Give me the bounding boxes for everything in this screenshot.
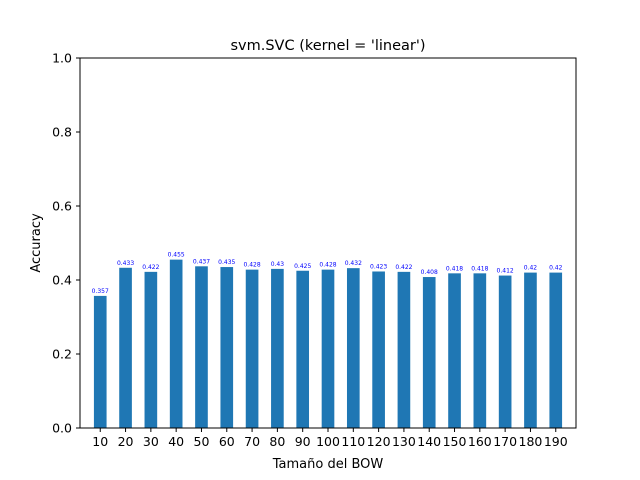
bar	[422, 277, 436, 428]
y-tick-label: 0.0	[52, 421, 72, 436]
data-label: 0.433	[117, 260, 134, 267]
x-tick-label: 50	[194, 434, 210, 449]
bar	[321, 269, 335, 428]
chart-title: svm.SVC (kernel = 'linear')	[230, 38, 425, 54]
bar	[169, 259, 183, 428]
y-tick-label: 0.4	[52, 273, 72, 288]
data-label: 0.423	[370, 263, 387, 270]
y-axis-label: Accuracy	[29, 213, 44, 273]
x-tick-label: 20	[118, 434, 134, 449]
data-label: 0.418	[446, 265, 463, 272]
data-label: 0.455	[168, 252, 185, 259]
bar	[549, 272, 563, 428]
y-axis: 0.0 0.2 0.4 0.6 0.8 1.0	[52, 51, 80, 436]
bar	[93, 295, 107, 428]
bar	[144, 271, 158, 428]
data-label: 0.428	[319, 262, 336, 269]
bar	[119, 267, 132, 428]
x-tick-label: 90	[295, 434, 311, 449]
x-axis: 10 20 30 40 50 60 70 80 90 100 110 120 130 140 150 160 1…	[92, 428, 568, 449]
x-tick-label: 30	[143, 434, 159, 449]
bar	[498, 275, 512, 428]
x-tick-label: 170	[493, 434, 517, 449]
x-tick-label: 110	[341, 434, 365, 449]
x-tick-label: 190	[544, 434, 568, 449]
y-tick-label: 0.2	[52, 347, 72, 362]
data-label: 0.42	[524, 265, 538, 272]
y-tick-label: 0.6	[52, 199, 72, 214]
bar	[195, 266, 208, 428]
x-tick-label: 10	[92, 434, 108, 449]
bar	[448, 273, 461, 428]
data-label: 0.425	[294, 263, 311, 270]
data-label: 0.437	[193, 258, 210, 265]
data-label: 0.408	[421, 269, 438, 276]
data-label: 0.357	[92, 288, 109, 295]
bar	[245, 269, 259, 428]
data-label: 0.42	[549, 265, 563, 272]
bar	[524, 272, 537, 428]
data-label: 0.432	[345, 260, 362, 267]
data-label: 0.435	[218, 259, 235, 266]
bar	[372, 271, 385, 428]
data-label: 0.43	[271, 261, 285, 268]
data-label: 0.422	[395, 264, 412, 271]
x-tick-label: 150	[443, 434, 467, 449]
y-tick-label: 1.0	[52, 51, 72, 66]
x-tick-label: 60	[219, 434, 235, 449]
x-tick-label: 160	[468, 434, 492, 449]
data-labels-group: 0.357 0.433 0.422 0.455 0.437 0.435 0.428 0.43 0…	[92, 252, 563, 295]
x-tick-label: 120	[367, 434, 391, 449]
data-label: 0.412	[497, 268, 514, 275]
data-label: 0.418	[471, 265, 488, 272]
x-tick-label: 40	[168, 434, 184, 449]
bar	[473, 273, 487, 428]
bar	[296, 270, 310, 428]
bar	[220, 267, 234, 428]
x-axis-label: Tamaño del BOW	[272, 457, 384, 472]
x-tick-label: 80	[269, 434, 285, 449]
x-tick-label: 70	[244, 434, 260, 449]
x-tick-label: 140	[417, 434, 441, 449]
bars-group	[93, 259, 563, 428]
x-tick-label: 100	[316, 434, 340, 449]
bar	[271, 268, 284, 428]
y-tick-label: 0.8	[52, 125, 72, 140]
bar	[397, 271, 411, 428]
x-tick-label: 130	[392, 434, 416, 449]
data-label: 0.428	[243, 262, 260, 269]
data-label: 0.422	[142, 264, 159, 271]
x-tick-label: 180	[519, 434, 543, 449]
bar	[346, 268, 360, 428]
